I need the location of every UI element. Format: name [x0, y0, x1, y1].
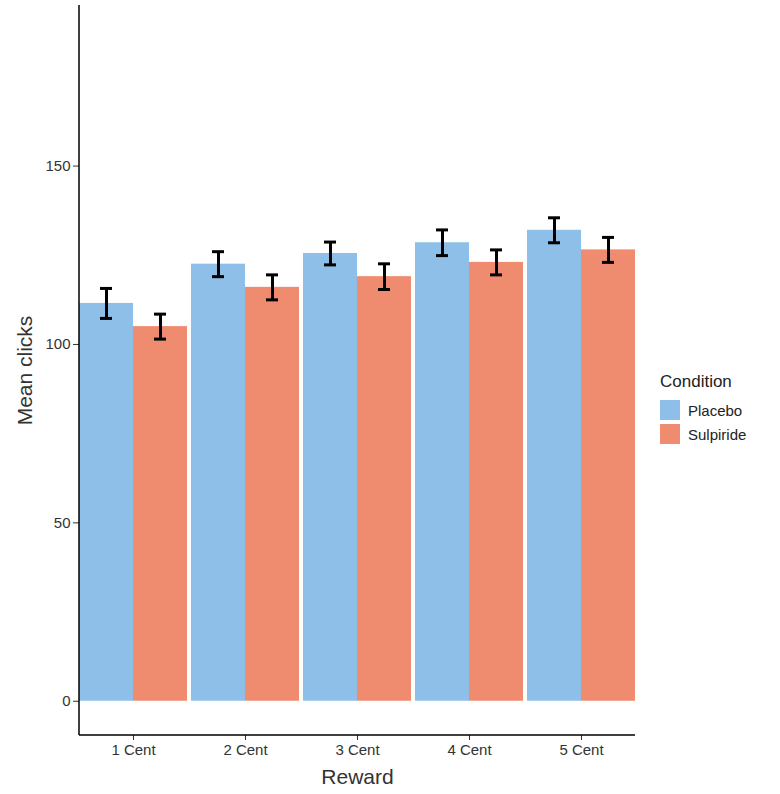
html-text:Condition: Condition — [660, 372, 732, 391]
svg-text:100: 100 — [45, 335, 70, 352]
html-text:Placebo: Placebo — [688, 401, 743, 419]
svg-text:1 Cent: 1 Cent — [111, 741, 156, 758]
svg-text:5 Cent: 5 Cent — [559, 741, 604, 758]
svg-text:Mean clicks: Mean clicks — [13, 316, 36, 426]
html-text:Sulpiride: Sulpiride — [688, 425, 747, 443]
svg-text:4 Cent: 4 Cent — [447, 741, 492, 758]
svg-text:150: 150 — [45, 157, 70, 174]
svg-text:3 Cent: 3 Cent — [335, 741, 380, 758]
svg-text:2 Cent: 2 Cent — [223, 741, 268, 758]
svg-text:0: 0 — [62, 692, 70, 709]
svg-text:Reward: Reward — [321, 765, 393, 788]
svg-text:50: 50 — [54, 514, 71, 531]
